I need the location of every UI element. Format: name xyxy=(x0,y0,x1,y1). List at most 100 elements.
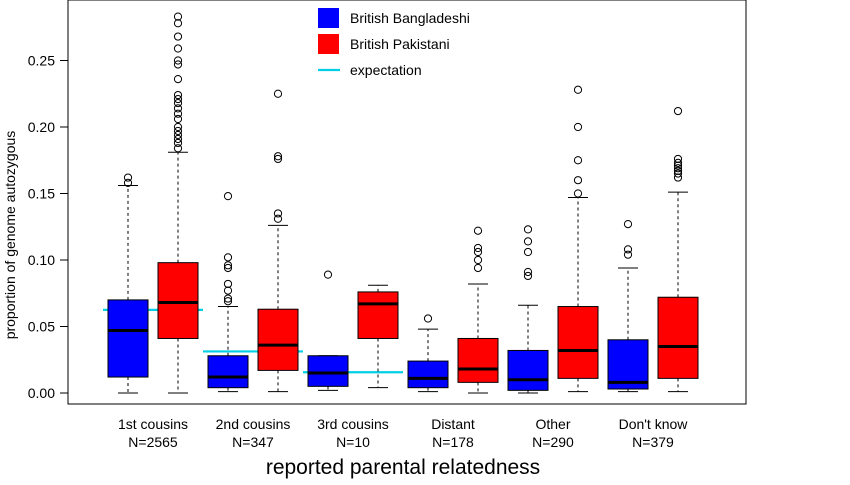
box xyxy=(307,270,349,391)
outlier-point xyxy=(473,263,483,273)
box-body xyxy=(107,299,149,378)
series-british-pakistani xyxy=(157,12,699,394)
y-tick-label: 0.25 xyxy=(28,53,55,69)
outlier-point xyxy=(273,154,283,164)
outlier-point xyxy=(673,154,683,164)
outlier-point xyxy=(223,279,233,289)
outlier-point xyxy=(523,271,533,281)
legend-swatch xyxy=(318,34,339,54)
y-tick-label: 0.05 xyxy=(28,319,55,335)
box-body xyxy=(457,337,499,383)
x-count-label: N=347 xyxy=(232,434,274,450)
outlier-point xyxy=(173,144,183,153)
outlier-point xyxy=(623,245,633,254)
outlier-point xyxy=(173,56,183,65)
outlier-point xyxy=(173,130,183,140)
outlier-point xyxy=(173,134,183,144)
box-body xyxy=(407,360,449,389)
outlier-point xyxy=(473,226,483,235)
outlier-point xyxy=(573,176,583,185)
outlier-point xyxy=(173,32,183,41)
box xyxy=(357,284,399,389)
x-count-label: N=379 xyxy=(632,434,674,450)
outlier-point xyxy=(173,90,183,100)
outlier-point xyxy=(523,247,533,257)
legend: British Bangladeshi British Pakistani expe… xyxy=(318,8,470,78)
legend-label: British Bangladeshi xyxy=(350,10,470,26)
x-count-label: N=2565 xyxy=(128,434,178,450)
outlier-point xyxy=(573,122,583,132)
outlier-point xyxy=(623,250,633,259)
outlier-point xyxy=(173,94,183,104)
x-count-label: N=10 xyxy=(336,434,370,450)
outlier-point xyxy=(173,122,183,132)
outlier-point xyxy=(673,161,683,170)
outlier-point xyxy=(223,261,233,270)
box xyxy=(107,173,149,394)
y-axis: 0.00 0.05 0.10 0.15 0.20 0.25 xyxy=(28,53,69,401)
box-body xyxy=(157,262,199,339)
x-axis-title: reported parental relatedness xyxy=(266,456,540,479)
outlier-point xyxy=(673,169,683,178)
box-body xyxy=(207,355,249,389)
outlier-point xyxy=(573,85,583,94)
y-tick-label: 0.10 xyxy=(28,252,55,268)
outlier-point xyxy=(173,60,183,69)
box xyxy=(607,219,649,393)
x-count-label: N=178 xyxy=(432,434,474,450)
box-body xyxy=(257,308,299,371)
box-body xyxy=(657,296,699,379)
outlier-point xyxy=(223,286,233,295)
outlier-point xyxy=(423,314,433,323)
outlier-point xyxy=(223,253,233,262)
outlier-point xyxy=(173,104,183,113)
legend-label: expectation xyxy=(350,62,422,78)
x-count-label: N=290 xyxy=(532,434,574,450)
x-axis-labels: 1st cousins N=2565 2nd cousins N=347 3rd cou… xyxy=(118,416,688,450)
y-tick-label: 0.00 xyxy=(28,385,55,401)
box-body xyxy=(507,349,549,391)
legend-swatch xyxy=(318,8,339,28)
outlier-point xyxy=(273,214,283,223)
outlier-point xyxy=(673,164,683,173)
outlier-point xyxy=(473,243,483,253)
outlier-point xyxy=(223,263,233,273)
outlier-point xyxy=(323,270,333,279)
y-tick-label: 0.15 xyxy=(28,186,55,202)
box xyxy=(407,314,449,393)
box xyxy=(507,225,549,394)
x-category-label: 3rd cousins xyxy=(317,416,389,432)
box-body xyxy=(557,306,599,379)
outlier-point xyxy=(223,192,233,201)
y-axis-title: proportion of genome autozygous xyxy=(2,131,18,340)
box xyxy=(657,106,699,393)
outlier-point xyxy=(523,267,533,277)
x-category-label: Don't know xyxy=(619,416,689,432)
box xyxy=(207,192,249,393)
box-body xyxy=(607,339,649,390)
outlier-point xyxy=(573,156,583,165)
series-british-bangladeshi xyxy=(107,173,649,394)
outlier-point xyxy=(273,89,283,98)
outlier-point xyxy=(173,12,183,21)
box-body xyxy=(357,291,399,339)
outlier-point xyxy=(123,178,133,187)
outlier-point xyxy=(223,294,233,303)
x-category-label: Distant xyxy=(431,416,475,432)
outlier-point xyxy=(673,173,683,182)
outlier-point xyxy=(223,297,233,306)
box xyxy=(157,12,199,394)
box-body xyxy=(307,355,349,387)
box xyxy=(557,85,599,393)
outlier-point xyxy=(173,109,183,118)
outlier-point xyxy=(123,173,133,182)
box xyxy=(457,226,499,394)
legend-label: British Pakistani xyxy=(350,36,450,52)
outlier-point xyxy=(173,126,183,136)
outlier-point xyxy=(673,158,683,168)
outlier-point xyxy=(623,219,633,229)
outlier-point xyxy=(173,114,183,124)
x-category-label: 2nd cousins xyxy=(216,416,291,432)
outlier-point xyxy=(673,106,683,116)
